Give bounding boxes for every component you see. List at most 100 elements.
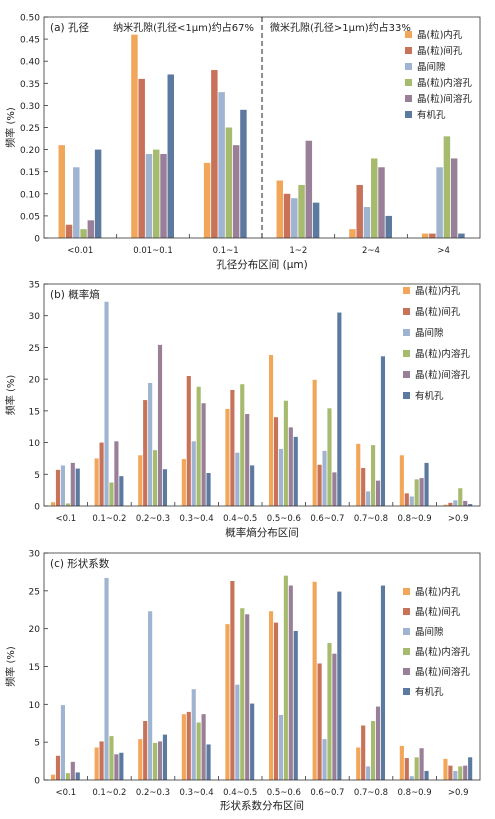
x-axis-label: 概率熵分布区间: [225, 526, 299, 539]
bar-p2-s5-c5: [293, 630, 298, 780]
bar-p1-s0-c2: [138, 455, 143, 506]
legend-label: 有机孔: [415, 686, 444, 698]
x-tick-label: <0.1: [55, 788, 76, 798]
x-tick-label: 0.8~0.9: [398, 788, 432, 798]
bar-p0-s5-c4: [385, 215, 392, 238]
legend-swatch: [405, 31, 412, 38]
bar-p2-s3-c5: [283, 575, 288, 780]
bar-p2-s2-c5: [278, 714, 283, 780]
bar-p2-s5-c2: [162, 734, 168, 780]
x-tick-label: 0.6~0.7: [310, 514, 344, 524]
bar-p2-s3-c7: [371, 720, 376, 780]
bar-p1-s1-c8: [404, 493, 409, 506]
bar-p2-s0-c4: [225, 624, 230, 780]
bar-p0-s2-c4: [363, 207, 371, 238]
bar-p1-s3-c6: [327, 408, 332, 506]
bar-p0-s3-c4: [371, 158, 378, 238]
bar-p1-s0-c5: [268, 355, 274, 506]
y-tick-label: 0: [34, 235, 40, 245]
bar-p2-s0-c8: [399, 745, 404, 780]
bar-p1-s2-c9: [453, 500, 458, 506]
bar-p2-s4-c7: [375, 706, 381, 780]
legend-label: 晶间隙: [417, 61, 446, 73]
bar-p1-s4-c1: [114, 441, 119, 506]
bar-p1-s0-c4: [225, 408, 230, 506]
bar-p1-s2-c1: [104, 301, 109, 506]
bar-p2-s1-c7: [361, 725, 366, 780]
legend-swatch: [403, 350, 410, 357]
bar-p1-s4-c6: [332, 472, 337, 506]
y-tick-label: 0.05: [20, 212, 40, 222]
bar-p2-s3-c6: [327, 643, 332, 780]
x-tick-label: 0.7~0.8: [354, 788, 388, 798]
bar-p1-s3-c8: [414, 479, 419, 506]
x-tick-label: 0.4~0.5: [223, 788, 257, 798]
bar-p1-s0-c7: [356, 443, 361, 506]
bar-p0-s2-c3: [291, 198, 298, 238]
x-tick-label: 0.1~1: [213, 246, 239, 256]
y-tick-label: 30: [29, 312, 41, 322]
bar-p2-s1-c2: [143, 720, 148, 780]
bar-p0-s0-c0: [58, 145, 65, 238]
bar-p1-s4-c2: [157, 344, 163, 506]
bar-p2-s1-c5: [273, 622, 279, 780]
bar-p2-s1-c6: [317, 663, 322, 780]
legend-label: 晶(粒)内孔: [415, 586, 461, 598]
y-tick-label: 0.50: [20, 14, 40, 24]
legend-label: 有机孔: [417, 109, 446, 121]
bar-p1-s1-c3: [186, 375, 191, 506]
bar-p2-s2-c1: [104, 577, 109, 780]
bar-p0-s4-c3: [305, 140, 313, 238]
bar-p2-s2-c0: [60, 705, 65, 780]
x-axis-label: 孔径分布区间 (μm): [216, 258, 307, 271]
bar-p2-s4-c6: [332, 653, 337, 780]
legend-swatch: [403, 588, 410, 595]
legend-swatch: [403, 628, 410, 635]
y-tick-label: 0.10: [20, 190, 40, 200]
bar-p2-s5-c3: [206, 744, 211, 780]
bar-p2-s3-c3: [196, 722, 201, 780]
legend-swatch: [405, 79, 412, 86]
bar-p1-s4-c9: [463, 500, 468, 506]
x-tick-label: 0.5~0.6: [267, 514, 301, 524]
x-tick-label: 2~4: [362, 246, 380, 256]
y-tick-label: 25: [29, 344, 40, 354]
x-tick-label: 0.6~0.7: [310, 788, 344, 798]
bar-p1-s4-c5: [288, 427, 293, 506]
bar-p1-s3-c9: [458, 488, 463, 506]
bar-p1-s1-c0: [55, 469, 61, 506]
legend-swatch: [403, 648, 410, 655]
bar-p1-s5-c1: [119, 476, 124, 506]
y-tick-label: 10: [29, 439, 41, 449]
bar-p0-s2-c5: [436, 167, 443, 238]
bar-p1-s4-c8: [419, 478, 424, 506]
bar-p0-s1-c4: [356, 184, 363, 238]
legend-label: 晶(粒)间溶孔: [417, 93, 472, 105]
legend-swatch: [403, 688, 410, 695]
bar-p1-s2-c5: [278, 448, 283, 506]
bar-p1-s0-c0: [50, 502, 56, 506]
bar-p1-s1-c5: [273, 417, 279, 506]
y-tick-label: 0.20: [20, 146, 40, 156]
panel-title: (b) 概率熵: [50, 288, 100, 301]
legend-label: 晶(粒)内孔: [415, 285, 461, 297]
bar-p0-s2-c1: [145, 154, 153, 238]
bar-p2-s4-c5: [288, 585, 293, 780]
bar-p1-s0-c1: [94, 458, 99, 506]
bar-p1-s4-c7: [375, 480, 381, 506]
y-tick-label: 5: [34, 739, 40, 749]
bar-p1-s1-c2: [143, 400, 148, 506]
bar-p2-s2-c6: [322, 739, 327, 780]
bar-p2-s5-c1: [119, 752, 124, 780]
y-axis-label: 频率 (%): [4, 107, 17, 148]
y-tick-label: 0: [34, 503, 40, 513]
bar-p2-s3-c8: [414, 757, 419, 780]
panel-title: (a) 孔径: [50, 21, 89, 34]
legend-label: 晶间隙: [415, 626, 444, 638]
bar-p0-s5-c2: [240, 109, 247, 238]
bar-p2-s4-c1: [114, 754, 119, 780]
legend-swatch: [403, 287, 410, 294]
legend-label: 晶(粒)内溶孔: [417, 77, 472, 89]
bar-p1-s1-c4: [230, 389, 235, 506]
x-tick-label: 0.5~0.6: [267, 788, 301, 798]
